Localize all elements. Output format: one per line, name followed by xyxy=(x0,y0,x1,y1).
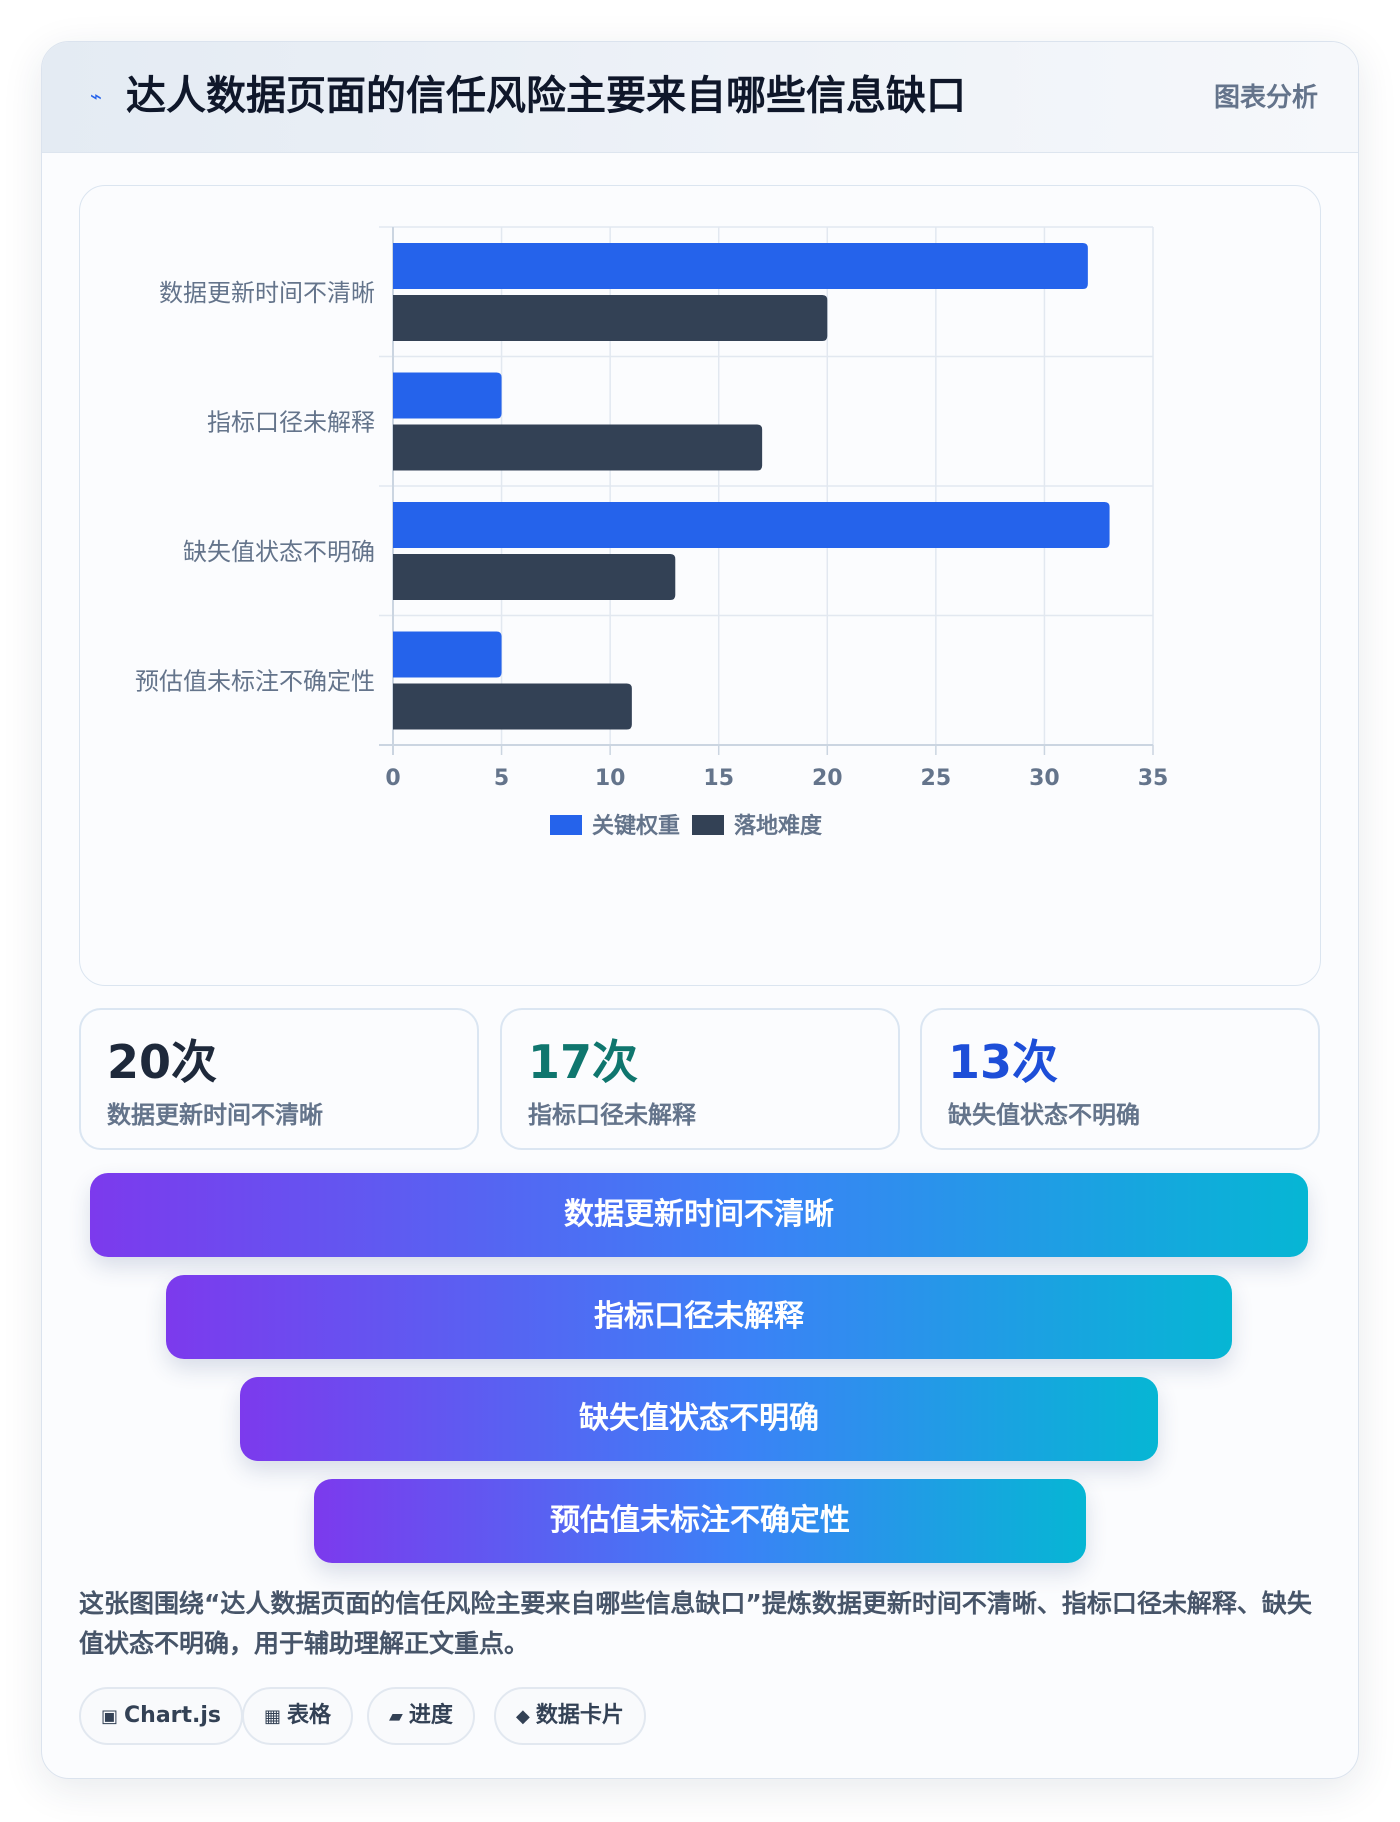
summary-text: 这张图围绕“达人数据页面的信任风险主要来自哪些信息缺口”提炼数据更新时间不清晰、… xyxy=(79,1589,1312,1658)
chip-progress[interactable]: ▰ 进度 xyxy=(367,1687,475,1745)
table-icon: ▦ xyxy=(264,1706,282,1727)
chip-label: 表格 xyxy=(287,1703,332,1728)
bar-series-2 xyxy=(393,424,763,471)
x-tick-label: 10 xyxy=(595,766,626,791)
stat-value: 17次 xyxy=(528,1035,639,1089)
y-category-label: 数据更新时间不清晰 xyxy=(159,279,375,307)
y-category-label: 预估值未标注不确定性 xyxy=(135,667,375,695)
x-tick-label: 0 xyxy=(385,766,400,791)
bar-series-1 xyxy=(393,502,1110,548)
chip-label: Chart.js xyxy=(124,1703,222,1728)
bar-series-1 xyxy=(393,372,502,419)
legend-label: 关键权重 xyxy=(592,813,680,839)
bar-chart: 0 5 10 15 20 25 30 35 数据更新时间不清晰指标口径未解释缺失值状态不明确预估… xyxy=(135,226,1169,839)
stat-value: 20次 xyxy=(107,1035,218,1089)
diamond-icon: ◆ xyxy=(516,1706,530,1727)
x-tick-label: 15 xyxy=(703,766,734,791)
lightning-icon: ⌁ xyxy=(89,84,103,108)
stat-value: 13次 xyxy=(948,1035,1059,1089)
x-tick-label: 25 xyxy=(921,766,952,791)
bar-series-1 xyxy=(393,631,502,678)
legend-label: 落地难度 xyxy=(734,813,823,839)
chip-data-card[interactable]: ◆ 数据卡片 xyxy=(494,1687,646,1745)
bar-series-2 xyxy=(393,295,828,341)
stat-label: 数据更新时间不清晰 xyxy=(107,1101,323,1129)
card-header: ⌁ 达人数据页面的信任风险主要来自哪些信息缺口 图表分析 xyxy=(42,42,1358,153)
stat-label: 指标口径未解释 xyxy=(528,1101,696,1129)
bar-series-2 xyxy=(393,554,676,600)
legend-swatch xyxy=(550,815,582,835)
bar-series-1 xyxy=(393,243,1088,289)
stat-card-3: 13次 缺失值状态不明确 xyxy=(920,1008,1320,1150)
legend-swatch xyxy=(692,815,724,835)
chart-panel: 0 5 10 15 20 25 30 35 数据更新时间不清晰指标口径未解释缺失值状态不明确预估… xyxy=(79,185,1321,986)
chart-analysis-tag: 图表分析 xyxy=(1213,83,1318,113)
stat-card-2: 17次 指标口径未解释 xyxy=(500,1008,900,1150)
chip-table[interactable]: ▦ 表格 xyxy=(242,1687,354,1745)
x-tick-label: 5 xyxy=(494,766,509,791)
chip-chartjs[interactable]: ▣ Chart.js xyxy=(79,1687,244,1745)
chip-label: 进度 xyxy=(408,1703,453,1728)
y-category-label: 指标口径未解释 xyxy=(207,408,375,436)
funnel-step-4: 预估值未标注不确定性 xyxy=(314,1479,1086,1563)
x-tick-label: 35 xyxy=(1138,766,1169,791)
x-tick-label: 20 xyxy=(812,766,843,791)
x-tick-label: 30 xyxy=(1029,766,1060,791)
chart-icon: ▣ xyxy=(101,1706,119,1727)
y-category-label: 缺失值状态不明确 xyxy=(183,538,375,566)
stat-label: 缺失值状态不明确 xyxy=(948,1101,1140,1129)
funnel-step-3: 缺失值状态不明确 xyxy=(240,1377,1158,1461)
chart-card: ⌁ 达人数据页面的信任风险主要来自哪些信息缺口 图表分析 0 5 10 15 20 25 3… xyxy=(41,41,1359,1779)
bar-series-2 xyxy=(393,683,632,730)
chip-label: 数据卡片 xyxy=(535,1703,624,1728)
stat-card-1: 20次 数据更新时间不清晰 xyxy=(79,1008,479,1150)
funnel-step-2: 指标口径未解释 xyxy=(166,1275,1232,1359)
progress-icon: ▰ xyxy=(389,1706,403,1727)
funnel-step-1: 数据更新时间不清晰 xyxy=(90,1173,1308,1257)
page-title: 达人数据页面的信任风险主要来自哪些信息缺口 xyxy=(126,73,966,119)
